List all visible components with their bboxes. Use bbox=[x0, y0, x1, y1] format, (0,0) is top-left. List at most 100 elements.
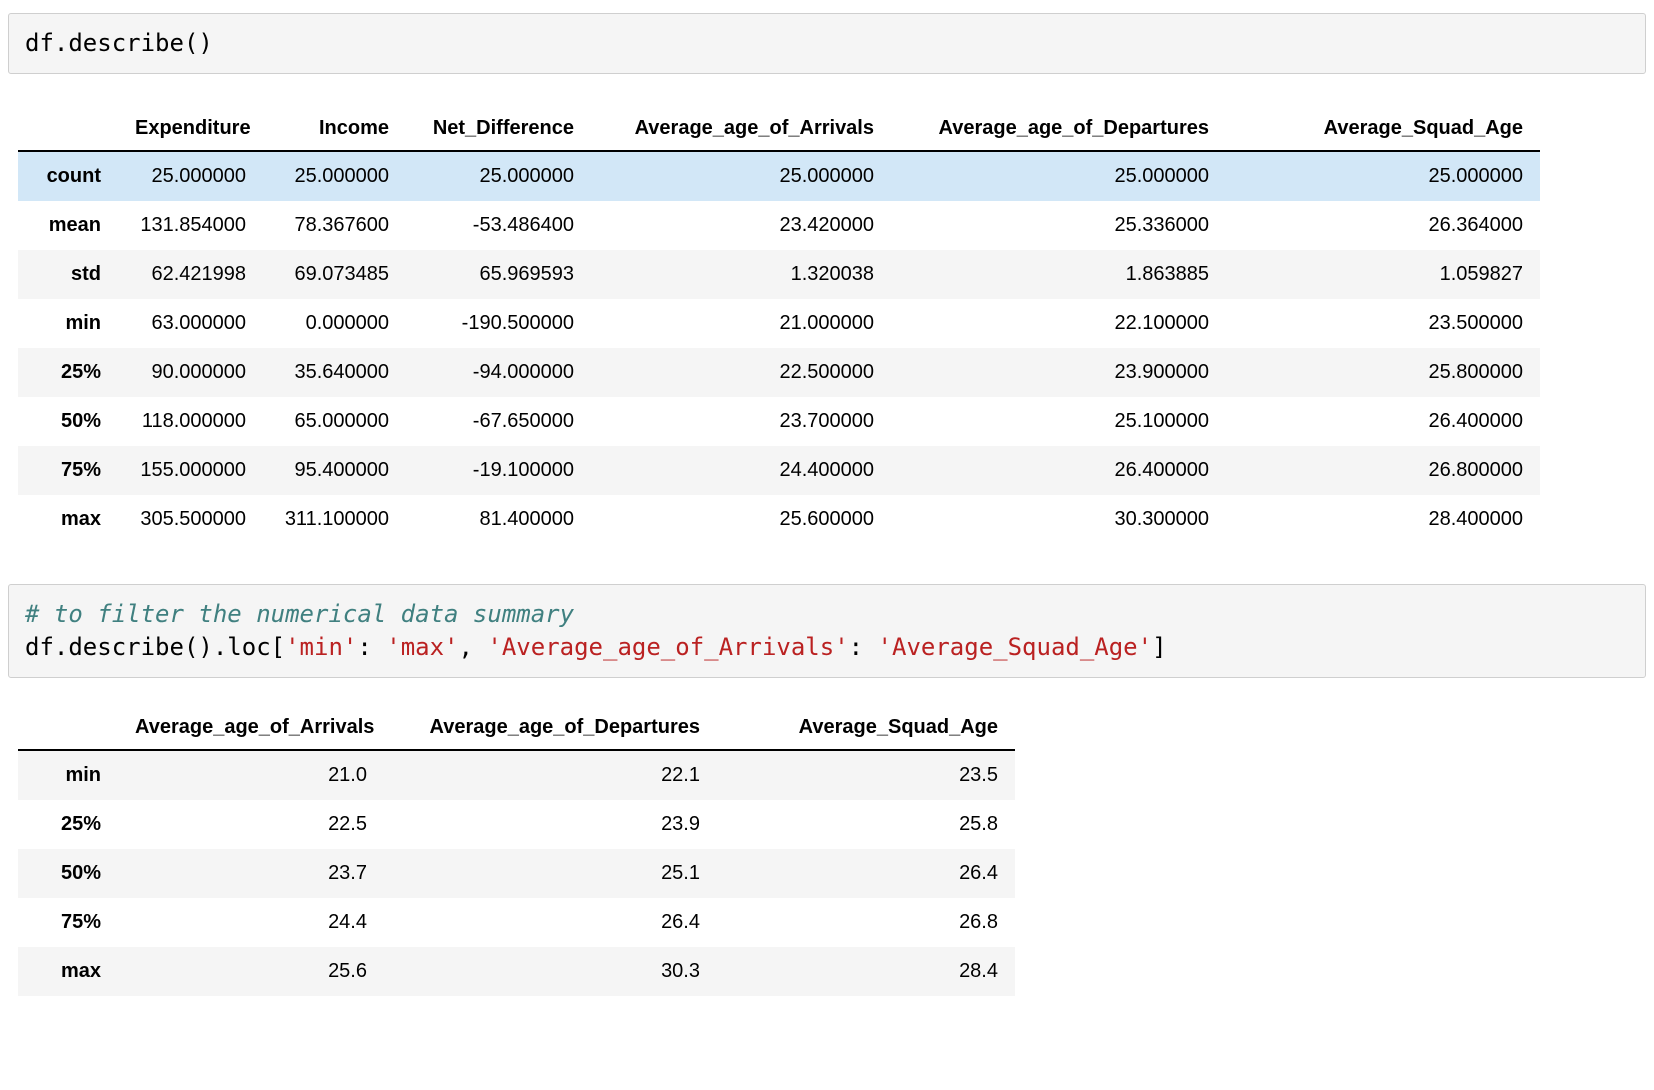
table-cell: 26.4 bbox=[661, 911, 700, 933]
code-line: # to filter the numerical data summary bbox=[25, 598, 1629, 631]
table-row: std 62.421998 69.073485 65.969593 1.320038 1.… bbox=[18, 250, 1540, 299]
table-cell: 28.400000 bbox=[1428, 508, 1523, 530]
table-cell: 21.0 bbox=[328, 764, 367, 786]
table-cell: 25.100000 bbox=[1114, 410, 1209, 432]
table-cell: 78.367600 bbox=[294, 214, 389, 236]
code-text: df.describe() bbox=[25, 29, 213, 57]
table-cell: 26.800000 bbox=[1428, 459, 1523, 481]
table-cell: 26.400000 bbox=[1114, 459, 1209, 481]
table-cell: 26.8 bbox=[959, 911, 998, 933]
table-cell: 25.000000 bbox=[1114, 165, 1209, 187]
table-cell: 26.4 bbox=[959, 862, 998, 884]
table-cell: -53.486400 bbox=[472, 214, 574, 236]
table-row: 50% 23.7 25.1 26.4 bbox=[18, 849, 1015, 898]
column-header: Income bbox=[263, 109, 406, 152]
table-row: mean 131.854000 78.367600 -53.486400 23.4200… bbox=[18, 201, 1540, 250]
table-cell: 35.640000 bbox=[294, 361, 389, 383]
table-cell: 30.300000 bbox=[1114, 508, 1209, 530]
output-area-filtered: Average_age_of_Arrivals Average_age_of_De… bbox=[18, 708, 1654, 996]
column-header: Net_Difference bbox=[406, 109, 591, 152]
filtered-describe-table: Average_age_of_Arrivals Average_age_of_De… bbox=[18, 708, 1015, 996]
header-row: Expenditure Income Net_Difference Average_a… bbox=[18, 109, 1540, 152]
table-cell: 21.000000 bbox=[779, 312, 874, 334]
table-row: 25% 22.5 23.9 25.8 bbox=[18, 800, 1015, 849]
table-cell: 23.5 bbox=[959, 764, 998, 786]
code-text: : bbox=[848, 633, 878, 661]
table-cell: 24.4 bbox=[328, 911, 367, 933]
row-label: 25% bbox=[60, 361, 101, 383]
table-cell: 131.854000 bbox=[140, 214, 246, 236]
table-cell: 25.000000 bbox=[151, 165, 246, 187]
column-header: Average_age_of_Arrivals bbox=[591, 109, 891, 152]
table-cell: 69.073485 bbox=[294, 263, 389, 285]
table-cell: 28.4 bbox=[959, 960, 998, 982]
row-label: 75% bbox=[60, 911, 101, 933]
table-cell: 23.9 bbox=[661, 813, 700, 835]
table-cell: 1.059827 bbox=[1439, 263, 1523, 285]
code-cell-describe[interactable]: df.describe() bbox=[8, 13, 1646, 74]
table-cell: -67.650000 bbox=[472, 410, 574, 432]
table-cell: 22.1 bbox=[661, 764, 700, 786]
code-comment: # to filter the numerical data summary bbox=[25, 600, 575, 628]
table-row: 75% 155.000000 95.400000 -19.100000 24.40000… bbox=[18, 446, 1540, 495]
row-label: 75% bbox=[60, 459, 101, 481]
index-corner bbox=[18, 708, 118, 751]
column-header: Average_Squad_Age bbox=[1226, 109, 1540, 152]
table-cell: 155.000000 bbox=[140, 459, 246, 481]
table-row: min 63.000000 0.000000 -190.500000 21.000000… bbox=[18, 299, 1540, 348]
table-cell: 118.000000 bbox=[141, 410, 246, 432]
table-cell: 25.800000 bbox=[1428, 361, 1523, 383]
table-cell: 25.000000 bbox=[1428, 165, 1523, 187]
table-cell: 90.000000 bbox=[151, 361, 246, 383]
output-area-describe: Expenditure Income Net_Difference Average_a… bbox=[18, 109, 1654, 544]
table-cell: -94.000000 bbox=[472, 361, 574, 383]
table-cell: 65.000000 bbox=[294, 410, 389, 432]
table-row-highlighted: count 25.000000 25.000000 25.000000 25.00000… bbox=[18, 151, 1540, 201]
table-cell: 22.500000 bbox=[779, 361, 874, 383]
code-text: : bbox=[357, 633, 387, 661]
code-line: df.describe().loc['min': 'max', 'Average… bbox=[25, 631, 1629, 664]
describe-table: Expenditure Income Net_Difference Average_a… bbox=[18, 109, 1540, 544]
table-cell: 81.400000 bbox=[479, 508, 574, 530]
table-cell: 1.863885 bbox=[1125, 263, 1209, 285]
column-header: Expenditure bbox=[118, 109, 263, 152]
notebook: df.describe() Expenditure Income Net_Diffe… bbox=[0, 13, 1654, 996]
row-label: 25% bbox=[60, 813, 101, 835]
table-cell: -19.100000 bbox=[472, 459, 574, 481]
table-cell: 63.000000 bbox=[151, 312, 246, 334]
row-label: max bbox=[60, 508, 101, 530]
row-label: std bbox=[71, 263, 101, 285]
table-cell: -190.500000 bbox=[461, 312, 574, 334]
table-cell: 25.600000 bbox=[779, 508, 874, 530]
table-cell: 23.420000 bbox=[779, 214, 874, 236]
table-cell: 23.7 bbox=[328, 862, 367, 884]
row-label: min bbox=[65, 312, 101, 334]
row-label: max bbox=[60, 960, 101, 982]
code-cell-loc-filter[interactable]: # to filter the numerical data summary df… bbox=[8, 584, 1646, 678]
column-header: Average_Squad_Age bbox=[717, 708, 1015, 751]
table-cell: 25.000000 bbox=[479, 165, 574, 187]
table-cell: 25.6 bbox=[328, 960, 367, 982]
table-cell: 22.100000 bbox=[1114, 312, 1209, 334]
table-cell: 25.336000 bbox=[1114, 214, 1209, 236]
table-cell: 0.000000 bbox=[305, 312, 389, 334]
table-cell: 24.400000 bbox=[779, 459, 874, 481]
table-row: max 25.6 30.3 28.4 bbox=[18, 947, 1015, 996]
table-cell: 305.500000 bbox=[140, 508, 246, 530]
row-label: count bbox=[46, 165, 101, 187]
table-cell: 65.969593 bbox=[479, 263, 574, 285]
table-cell: 62.421998 bbox=[151, 263, 246, 285]
table-cell: 26.364000 bbox=[1428, 214, 1523, 236]
string-literal: 'max' bbox=[386, 633, 459, 661]
code-text: ] bbox=[1152, 633, 1167, 661]
table-cell: 23.700000 bbox=[779, 410, 874, 432]
table-row: 25% 90.000000 35.640000 -94.000000 22.500000… bbox=[18, 348, 1540, 397]
row-label: 50% bbox=[60, 410, 101, 432]
header-row: Average_age_of_Arrivals Average_age_of_De… bbox=[18, 708, 1015, 751]
table-cell: 26.400000 bbox=[1428, 410, 1523, 432]
table-cell: 25.000000 bbox=[294, 165, 389, 187]
table-cell: 311.100000 bbox=[284, 508, 389, 530]
code-text: df.describe().loc[ bbox=[25, 633, 286, 661]
column-header: Average_age_of_Departures bbox=[384, 708, 717, 751]
table-cell: 30.3 bbox=[661, 960, 700, 982]
